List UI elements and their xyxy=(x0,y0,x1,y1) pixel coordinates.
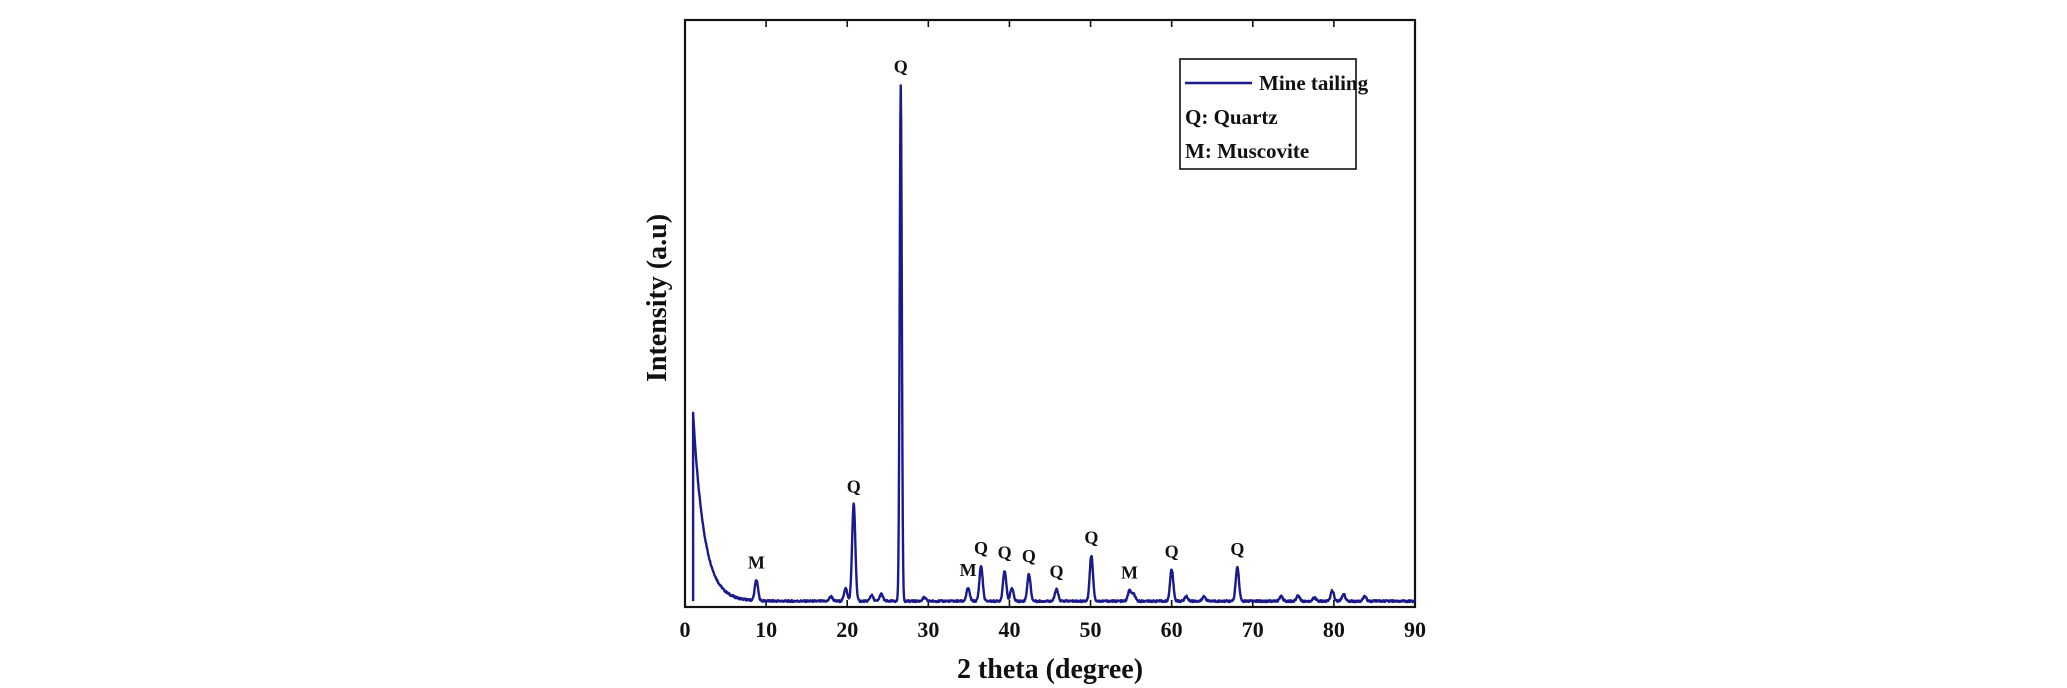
x-tick-label: 50 xyxy=(1080,617,1102,642)
legend-note-quartz: Q: Quartz xyxy=(1185,105,1278,129)
peak-label-muscovite: M xyxy=(748,553,765,573)
peak-label-quartz: Q xyxy=(847,476,861,496)
legend-note-muscovite: M: Muscovite xyxy=(1185,139,1309,163)
peak-label-quartz: Q xyxy=(1230,539,1244,559)
peak-label-muscovite: M xyxy=(960,560,977,580)
legend-box xyxy=(1179,58,1357,170)
peak-label-quartz: Q xyxy=(1022,546,1036,566)
x-axis-label: 2 theta (degree) xyxy=(957,654,1143,685)
series-line-mine-tailing xyxy=(691,84,1416,604)
peak-label-quartz: Q xyxy=(998,543,1012,563)
x-ticks: 0 10 20 30 40 50 60 70 80 90 xyxy=(680,20,1426,642)
legend: Mine tailing Q: Quartz M: Muscovite xyxy=(1179,58,1369,170)
x-tick-label: 80 xyxy=(1323,617,1345,642)
peak-label-quartz: Q xyxy=(974,538,988,558)
x-tick-label: 40 xyxy=(998,617,1020,642)
x-tick-label: 90 xyxy=(1404,617,1426,642)
peak-label-quartz: Q xyxy=(1049,561,1063,581)
x-tick-label: 0 xyxy=(680,617,691,642)
x-tick-label: 30 xyxy=(917,617,939,642)
x-tick-label: 60 xyxy=(1161,617,1183,642)
peak-label-quartz: Q xyxy=(1084,527,1098,547)
plot-frame xyxy=(683,18,1417,609)
peak-label-quartz: Q xyxy=(1165,541,1179,561)
legend-series-label: Mine tailing xyxy=(1259,71,1369,95)
peak-label-quartz: Q xyxy=(894,57,908,77)
y-axis-label: Intensity (a.u) xyxy=(642,214,673,382)
x-tick-label: 70 xyxy=(1242,617,1264,642)
x-tick-label: 20 xyxy=(836,617,858,642)
peak-label-muscovite: M xyxy=(1121,563,1138,583)
x-tick-label: 10 xyxy=(755,617,777,642)
